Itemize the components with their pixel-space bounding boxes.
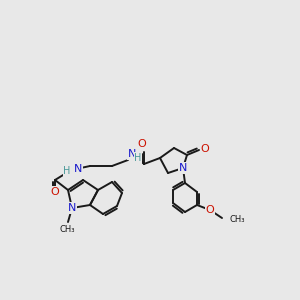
Text: CH₃: CH₃: [229, 214, 244, 224]
Text: N: N: [68, 203, 76, 213]
Text: N: N: [179, 163, 187, 173]
Text: O: O: [206, 205, 214, 215]
Text: H: H: [63, 166, 71, 176]
Text: N: N: [128, 149, 136, 159]
Text: N: N: [74, 164, 82, 174]
Text: H: H: [134, 153, 142, 163]
Text: O: O: [201, 144, 209, 154]
Text: O: O: [51, 187, 59, 197]
Text: O: O: [138, 139, 146, 149]
Text: CH₃: CH₃: [59, 224, 75, 233]
